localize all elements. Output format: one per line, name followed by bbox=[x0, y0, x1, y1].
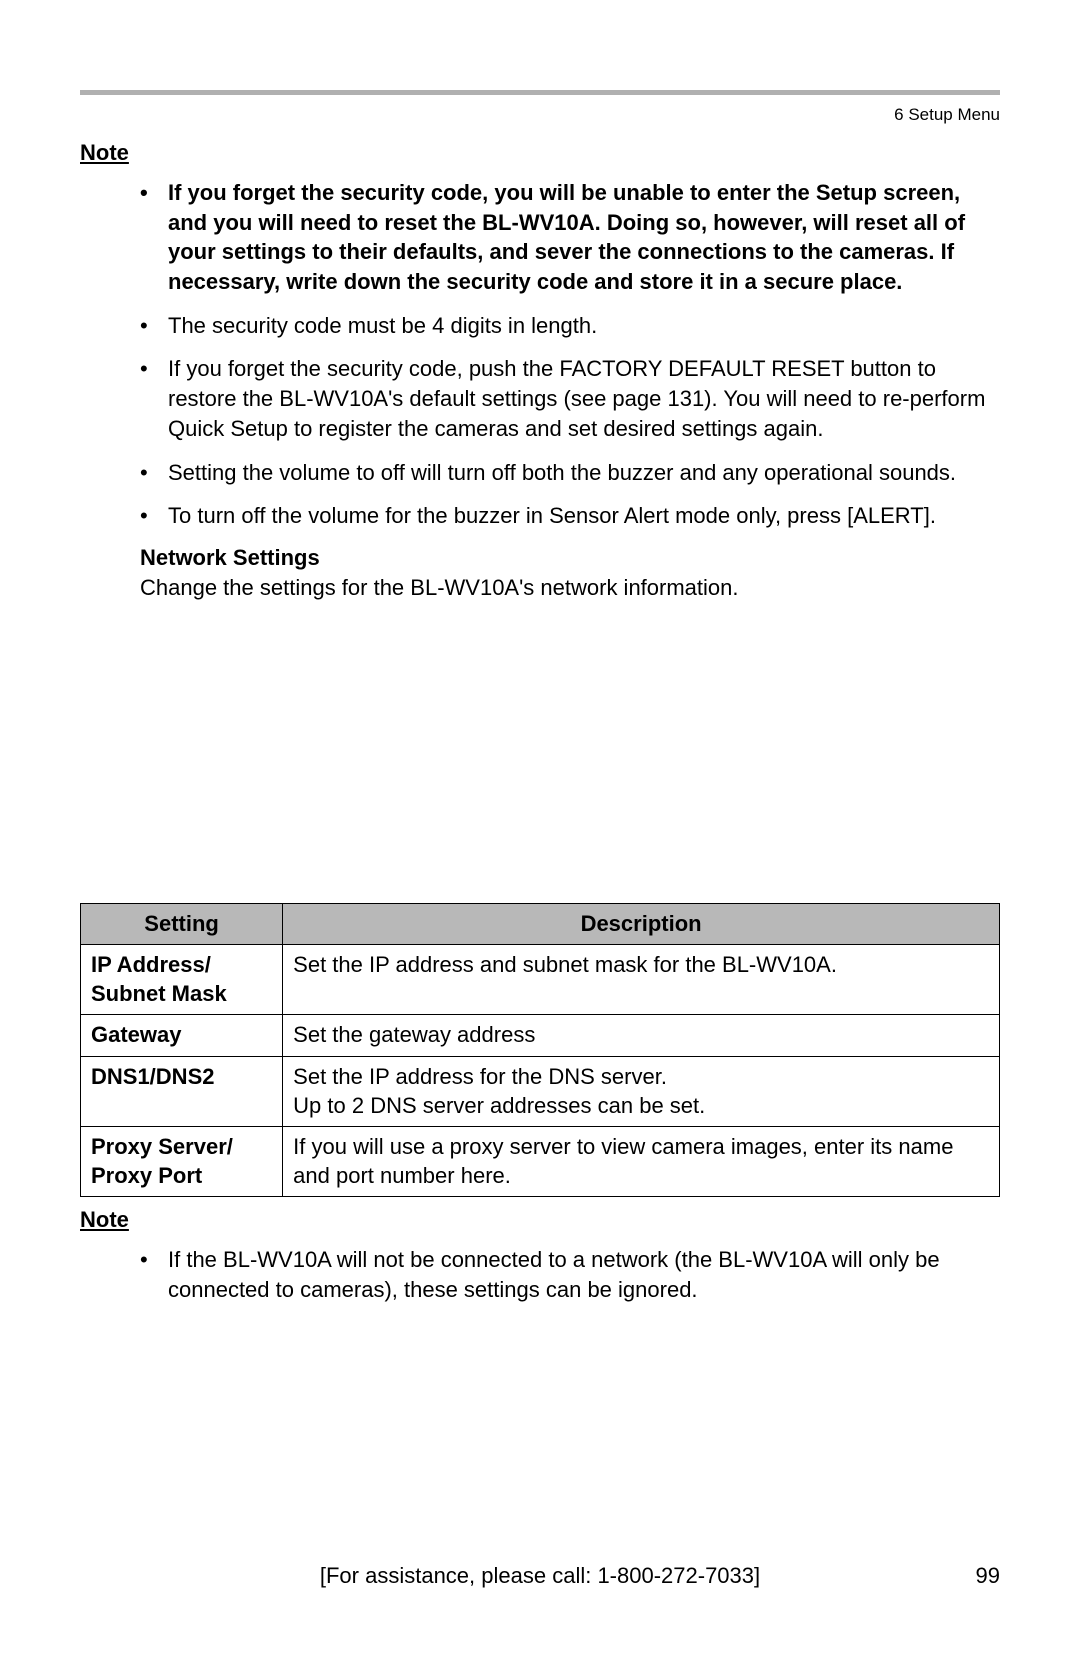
note-heading-2: Note bbox=[80, 1207, 1000, 1233]
table-row: DNS1/DNS2 Set the IP address for the DNS… bbox=[81, 1056, 1000, 1126]
list-item: The security code must be 4 digits in le… bbox=[140, 311, 1000, 341]
cell-setting: IP Address/ Subnet Mask bbox=[81, 945, 283, 1015]
settings-table-wrap: Setting Description IP Address/ Subnet M… bbox=[80, 903, 1000, 1198]
table-row: Gateway Set the gateway address bbox=[81, 1015, 1000, 1057]
page-number: 99 bbox=[976, 1563, 1000, 1589]
cell-setting: Proxy Server/ Proxy Port bbox=[81, 1127, 283, 1197]
list-item: If the BL-WV10A will not be connected to… bbox=[140, 1245, 1000, 1304]
cell-setting: Gateway bbox=[81, 1015, 283, 1057]
list-item: Setting the volume to off will turn off … bbox=[140, 458, 1000, 488]
note-section-2: Note If the BL-WV10A will not be connect… bbox=[80, 1207, 1000, 1304]
cell-description: Set the gateway address bbox=[283, 1015, 1000, 1057]
cell-description: Set the IP address and subnet mask for t… bbox=[283, 945, 1000, 1015]
header-rule bbox=[80, 90, 1000, 95]
cell-description: Set the IP address for the DNS server.Up… bbox=[283, 1056, 1000, 1126]
table-header-row: Setting Description bbox=[81, 903, 1000, 945]
note-heading-1: Note bbox=[80, 140, 1000, 166]
network-settings-heading: Network Settings bbox=[80, 545, 1000, 571]
note-list-2: If the BL-WV10A will not be connected to… bbox=[80, 1245, 1000, 1304]
note-list-1: If you forget the security code, you wil… bbox=[80, 178, 1000, 531]
cell-setting: DNS1/DNS2 bbox=[81, 1056, 283, 1126]
col-header-description: Description bbox=[283, 903, 1000, 945]
page-footer: [For assistance, please call: 1-800-272-… bbox=[80, 1563, 1000, 1589]
cell-description: If you will use a proxy server to view c… bbox=[283, 1127, 1000, 1197]
table-row: Proxy Server/ Proxy Port If you will use… bbox=[81, 1127, 1000, 1197]
list-item: To turn off the volume for the buzzer in… bbox=[140, 501, 1000, 531]
settings-table: Setting Description IP Address/ Subnet M… bbox=[80, 903, 1000, 1198]
page-content: Note If you forget the security code, yo… bbox=[80, 140, 1000, 1305]
breadcrumb: 6 Setup Menu bbox=[894, 105, 1000, 125]
col-header-setting: Setting bbox=[81, 903, 283, 945]
list-item: If you forget the security code, you wil… bbox=[140, 178, 1000, 297]
footer-assist: [For assistance, please call: 1-800-272-… bbox=[80, 1563, 1000, 1589]
list-item: If you forget the security code, push th… bbox=[140, 354, 1000, 443]
network-settings-body: Change the settings for the BL-WV10A's n… bbox=[80, 573, 1000, 603]
table-row: IP Address/ Subnet Mask Set the IP addre… bbox=[81, 945, 1000, 1015]
